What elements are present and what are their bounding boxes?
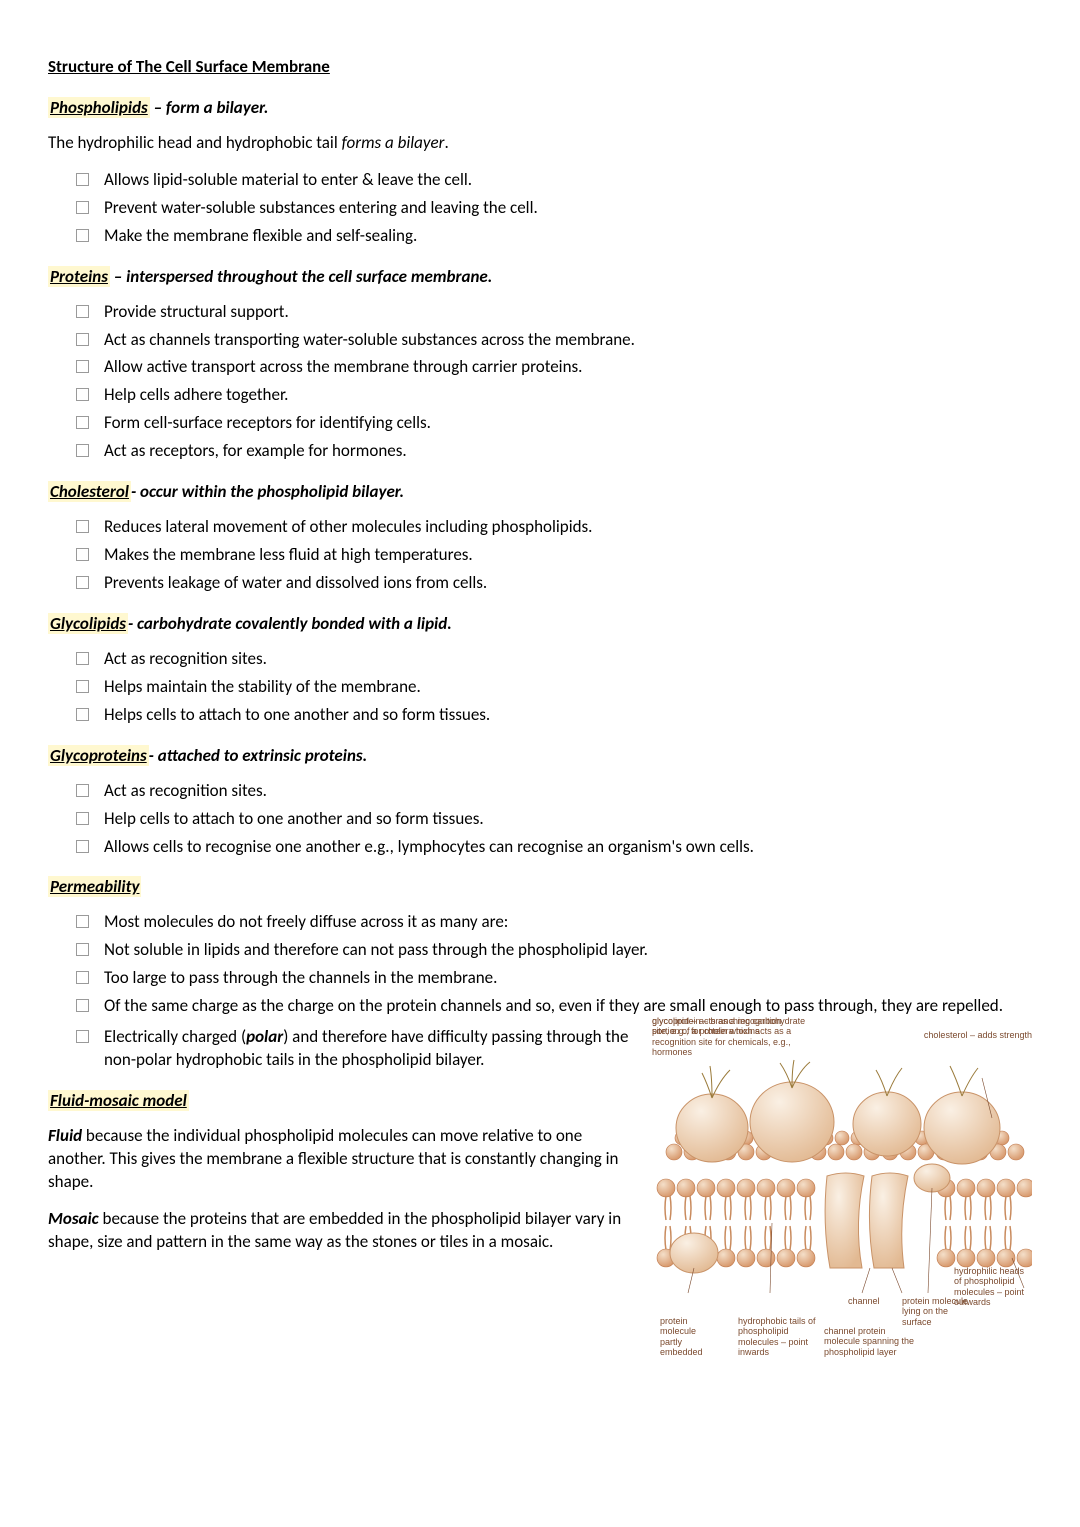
label-channel-protein: channel protein molecule spanning the ph… xyxy=(824,1326,924,1357)
paragraph-mosaic: Mosaic because the proteins that are emb… xyxy=(48,1208,640,1254)
list-item: Reduces lateral movement of other molecu… xyxy=(76,516,1032,539)
bullet-list: Reduces lateral movement of other molecu… xyxy=(48,516,1032,595)
paragraph-fluid: Fluid because the individual phospholipi… xyxy=(48,1125,640,1194)
page-title: Structure of The Cell Surface Membrane xyxy=(48,56,1032,79)
list-item: Help cells to attach to one another and … xyxy=(76,808,1032,831)
section-head-fluid-mosaic: Fluid-mosaic model xyxy=(48,1090,640,1113)
list-item: Act as receptors, for example for hormon… xyxy=(76,440,1032,463)
list-item: Form cell-surface receptors for identify… xyxy=(76,412,1032,435)
list-item: Too large to pass through the channels i… xyxy=(76,967,1032,990)
label-protein-surface: protein molecule lying on the surface xyxy=(902,1296,972,1327)
section-head-phospholipids: Phospholipids – form a bilayer. xyxy=(48,97,1032,120)
list-item: Act as channels transporting water-solub… xyxy=(76,329,1032,352)
highlight: Phospholipids xyxy=(48,97,150,118)
label-cholesterol: cholesterol – adds strength xyxy=(922,1030,1032,1040)
section-head-permeability: Permeability xyxy=(48,876,1032,899)
list-item: Help cells adhere together. xyxy=(76,384,1032,407)
bullet-list: Act as recognition sites. Help cells to … xyxy=(48,780,1032,859)
left-column: Electrically charged (polar) and therefo… xyxy=(48,1026,640,1268)
head-rest: – interspersed throughout the cell surfa… xyxy=(110,266,492,287)
highlight: Permeability xyxy=(48,876,141,897)
section-head-glycoproteins: Glycoproteins- attached to extrinsic pro… xyxy=(48,745,1032,768)
list-item: Allows cells to recognise one another e.… xyxy=(76,836,1032,859)
head-rest: - carbohydrate covalently bonded with a … xyxy=(128,613,452,634)
list-item: Make the membrane flexible and self-seal… xyxy=(76,225,1032,248)
bullet-list: Provide structural support. Act as chann… xyxy=(48,301,1032,464)
label-channel: channel xyxy=(848,1296,880,1306)
bullet-list: Allows lipid-soluble material to enter &… xyxy=(48,169,1032,248)
list-item: Electrically charged (polar) and therefo… xyxy=(76,1026,640,1072)
list-item: Prevent water-soluble substances enterin… xyxy=(76,197,1032,220)
list-item: Act as recognition sites. xyxy=(76,648,1032,671)
list-item: Act as recognition sites. xyxy=(76,780,1032,803)
list-item: Helps maintain the stability of the memb… xyxy=(76,676,1032,699)
section-head-glycolipids: Glycolipids- carbohydrate covalently bon… xyxy=(48,613,1032,636)
section-head-cholesterol: Cholesterol- occur within the phospholip… xyxy=(48,481,1032,504)
highlight: Glycolipids xyxy=(48,613,128,634)
bullet-list: Electrically charged (polar) and therefo… xyxy=(48,1026,640,1072)
highlight: Proteins xyxy=(48,266,110,287)
label-glycolipid: glycolipid – acts as a recognition site,… xyxy=(652,1016,782,1037)
head-rest: - occur within the phospholipid bilayer. xyxy=(131,481,404,502)
list-item: Of the same charge as the charge on the … xyxy=(76,995,1032,1018)
list-item: Not soluble in lipids and therefore can … xyxy=(76,939,1032,962)
list-item: Helps cells to attach to one another and… xyxy=(76,704,1032,727)
list-item: Provide structural support. xyxy=(76,301,1032,324)
list-item: Most molecules do not freely diffuse acr… xyxy=(76,911,1032,934)
bullet-list: Act as recognition sites. Helps maintain… xyxy=(48,648,1032,727)
list-item: Prevents leakage of water and dissolved … xyxy=(76,572,1032,595)
section-head-proteins: Proteins – interspersed throughout the c… xyxy=(48,266,1032,289)
highlight: Cholesterol xyxy=(48,481,131,502)
list-item: Allows lipid-soluble material to enter &… xyxy=(76,169,1032,192)
label-protein-partly: protein molecule partly embedded xyxy=(660,1316,720,1357)
head-rest: - attached to extrinsic proteins. xyxy=(149,745,368,766)
membrane-diagram: glycoprotein – branching carbohydrate po… xyxy=(652,1016,1032,1376)
label-hydrophobic: hydrophobic tails of phospholipid molecu… xyxy=(738,1316,818,1357)
intro-text: The hydrophilic head and hydrophobic tai… xyxy=(48,132,1032,155)
list-item: Makes the membrane less fluid at high te… xyxy=(76,544,1032,567)
head-rest: – form a bilayer. xyxy=(150,97,269,118)
highlight: Fluid-mosaic model xyxy=(48,1090,189,1111)
highlight: Glycoproteins xyxy=(48,745,149,766)
list-item: Allow active transport across the membra… xyxy=(76,356,1032,379)
bullet-list: Most molecules do not freely diffuse acr… xyxy=(48,911,1032,1018)
